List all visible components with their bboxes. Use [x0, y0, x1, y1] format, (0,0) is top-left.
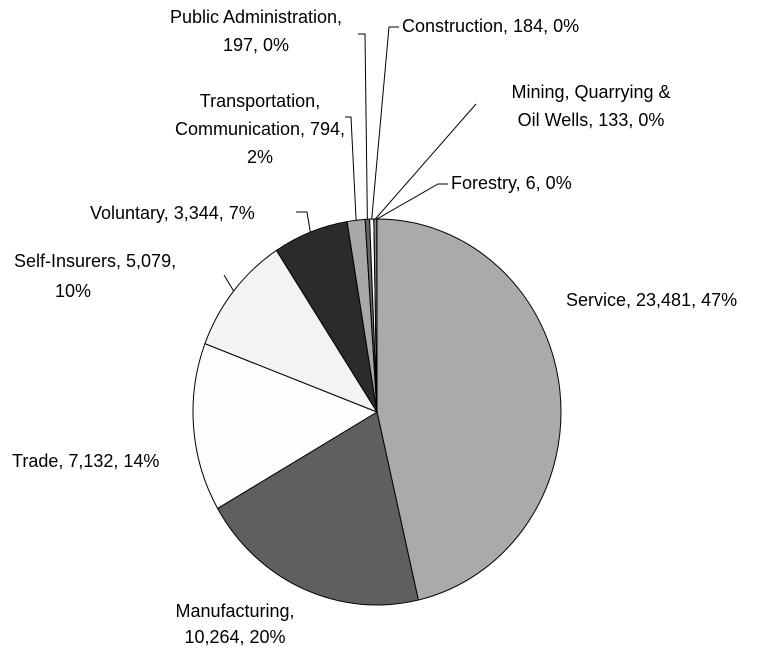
slice-label: 197, 0% — [223, 35, 289, 55]
slice-label: Transportation, — [200, 91, 320, 111]
leader-line — [375, 104, 476, 219]
slice-label: Mining, Quarrying & — [511, 82, 670, 102]
leader-line — [372, 27, 399, 219]
leader-line — [296, 212, 310, 232]
slice-label: Public Administration, — [170, 7, 342, 27]
slice-label: 10% — [55, 281, 91, 301]
leader-line — [358, 34, 367, 219]
slice-label: Self-Insurers, 5,079, — [14, 251, 176, 271]
leader-line — [377, 184, 448, 219]
slice-label: Voluntary, 3,344, 7% — [90, 203, 255, 223]
slice-label: Communication, 794, — [175, 119, 345, 139]
slice-label: Construction, 184, 0% — [402, 16, 579, 36]
slice-label: 10,264, 20% — [184, 627, 285, 647]
slice-label: Service, 23,481, 47% — [566, 290, 737, 310]
leader-line — [224, 275, 234, 291]
leader-line — [345, 117, 356, 220]
slice-label: Manufacturing, — [175, 601, 294, 621]
slice-label: Trade, 7,132, 14% — [12, 451, 159, 471]
slice-label: Oil Wells, 133, 0% — [518, 110, 665, 130]
slice-label: Forestry, 6, 0% — [451, 173, 572, 193]
slice-label: 2% — [247, 147, 273, 167]
